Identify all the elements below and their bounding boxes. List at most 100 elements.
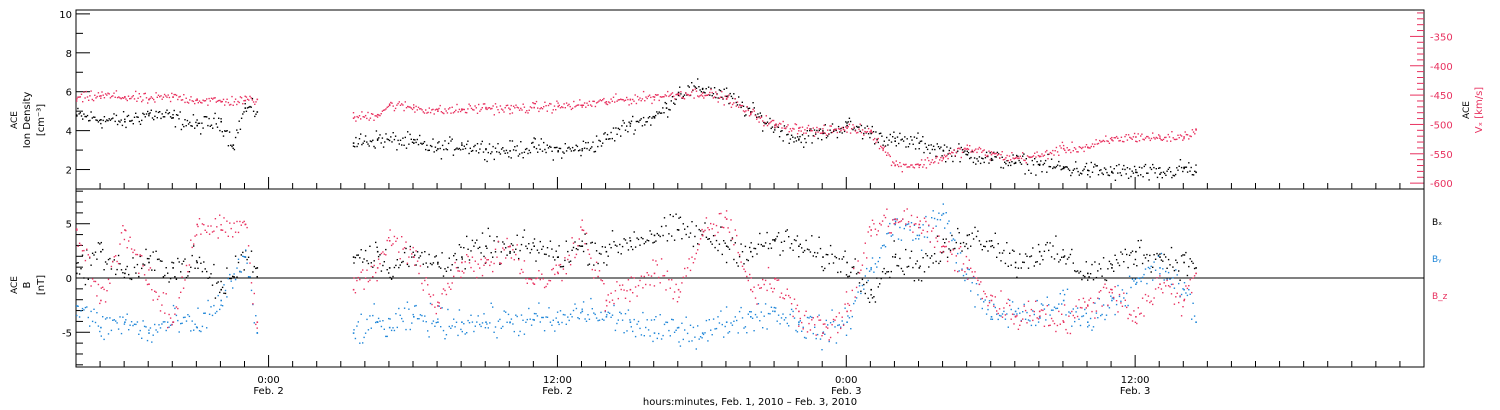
bx-sample-89 [204, 268, 206, 270]
density-sample-584 [875, 131, 877, 133]
vx-sample-800 [1135, 140, 1137, 142]
bz-sample-39 [132, 251, 134, 254]
bx-sample-573 [998, 252, 1001, 254]
density-sample-562 [848, 117, 851, 119]
density-sample-835 [1177, 169, 1179, 171]
by-sample-655 [1117, 284, 1119, 287]
density-sample-101 [197, 122, 199, 125]
bz-sample-211 [476, 276, 478, 279]
bx-sample-435 [799, 243, 801, 245]
bz-sample-527 [932, 227, 934, 229]
bx-sample-421 [779, 254, 781, 256]
bx-sample-414 [769, 243, 771, 245]
vx-sample-608 [904, 164, 906, 166]
bz-sample-332 [650, 275, 653, 277]
by-sample-470 [850, 328, 852, 330]
vx-sample-561 [847, 126, 849, 128]
density-sample-387 [638, 121, 640, 123]
bx-point-22 [653, 234, 656, 237]
by-sample-269 [559, 310, 562, 312]
vx-sample-316 [552, 109, 554, 111]
bz-sample-373 [710, 222, 712, 225]
vx-sample-429 [688, 94, 690, 97]
density-sample-782 [1113, 168, 1115, 170]
density-sample-215 [431, 145, 433, 148]
bx-sample-20 [104, 261, 107, 263]
bx-sample-216 [483, 255, 485, 258]
bx-sample-433 [796, 235, 799, 237]
vx-point-15 [485, 106, 487, 109]
vx-sample-672 [981, 151, 983, 153]
bx-sample-273 [565, 240, 567, 242]
bx-sample-334 [653, 241, 656, 243]
density-sample-81 [173, 109, 175, 112]
density-sample-747 [1071, 172, 1073, 174]
by-sample-500 [893, 218, 895, 221]
bx-sample-12 [93, 254, 95, 256]
density-sample-0 [76, 114, 78, 116]
bz-sample-480 [864, 242, 866, 244]
vx-sample-770 [1099, 139, 1101, 142]
bx-sample-347 [672, 215, 674, 218]
bz-sample-510 [907, 221, 910, 223]
by-sample-326 [642, 311, 644, 314]
by-sample-700 [1182, 288, 1184, 290]
density-sample-719 [1037, 163, 1040, 166]
bx-point-36 [990, 240, 993, 242]
bx-sample-165 [409, 245, 411, 248]
bz-sample-154 [393, 235, 396, 238]
bz-sample-488 [876, 234, 878, 236]
vx-sample-149 [255, 101, 257, 103]
vx-sample-152 [355, 120, 357, 122]
bx-sample-489 [877, 286, 879, 288]
by-sample-615 [1059, 293, 1061, 295]
bx-sample-412 [766, 231, 768, 234]
bx-sample-454 [827, 254, 829, 256]
vx-sample-394 [646, 97, 648, 100]
bx-sample-77 [187, 275, 189, 277]
by-sample-657 [1120, 300, 1122, 302]
vx-sample-520 [798, 130, 800, 132]
density-sample-331 [570, 150, 573, 152]
bz-sample-149 [386, 239, 388, 242]
bx-sample-370 [705, 236, 708, 238]
vx-sample-110 [208, 97, 210, 100]
bz-sample-53 [152, 299, 154, 301]
bz-sample-257 [542, 278, 544, 280]
by-sample-7 [86, 306, 88, 308]
bx-sample-686 [1162, 260, 1164, 262]
vx-sample-209 [423, 112, 426, 114]
by-sample-545 [958, 270, 960, 272]
density-sample-406 [660, 112, 663, 114]
by-point-30 [846, 321, 848, 323]
bz-sample-564 [985, 296, 988, 298]
by-sample-358 [688, 340, 690, 343]
by-sample-301 [606, 314, 608, 316]
vx-sample-443 [705, 94, 707, 97]
by-sample-703 [1186, 294, 1189, 297]
bx-sample-485 [871, 297, 874, 299]
bz-sample-172 [419, 265, 422, 267]
bx-sample-623 [1071, 248, 1073, 251]
bz-sample-178 [428, 293, 430, 295]
density-sample-716 [1034, 158, 1036, 160]
bx-point-21 [629, 240, 632, 242]
vx-sample-674 [983, 149, 985, 151]
bx-sample-640 [1095, 276, 1098, 279]
bx-sample-155 [395, 264, 397, 267]
bx-point-6 [220, 288, 222, 291]
density-sample-539 [821, 139, 823, 141]
bx-sample-508 [905, 248, 907, 251]
bx-sample-137 [369, 245, 371, 247]
density-sample-464 [730, 95, 733, 98]
vx-sample-203 [416, 109, 418, 111]
vx-sample-502 [776, 126, 778, 128]
by-sample-82 [194, 323, 196, 325]
bx-sample-5 [83, 277, 85, 279]
vx-sample-692 [1005, 157, 1007, 159]
density-sample-91 [185, 125, 187, 127]
density-sample-166 [372, 139, 374, 141]
bz-point-0 [76, 229, 78, 231]
vx-point-5 [196, 99, 198, 101]
bx-sample-701 [1183, 254, 1186, 256]
